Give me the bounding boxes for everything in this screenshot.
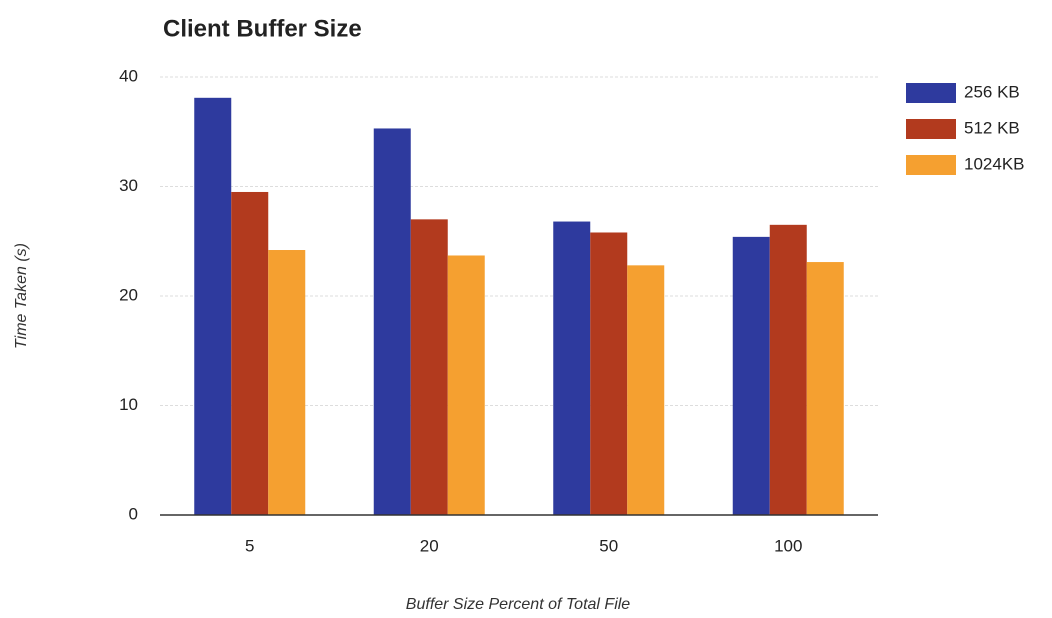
bar [194,97,232,516]
bar [806,262,844,515]
bar [373,128,411,515]
bar [769,224,807,515]
x-tick-label: 50 [599,536,618,555]
bar [268,250,306,515]
x-tick-label: 5 [245,536,254,555]
bar [732,236,770,515]
legend-swatch [906,83,956,103]
y-tick-label: 40 [119,66,138,85]
y-tick-label: 10 [119,395,138,414]
legend-swatch [906,155,956,175]
y-axis-label: Time Taken (s) [13,243,30,349]
x-axis-label: Buffer Size Percent of Total File [406,596,631,613]
bar [553,221,591,516]
bar [231,191,269,515]
x-tick-label: 100 [774,536,802,555]
y-tick-label: 30 [119,176,138,195]
chart-title: Client Buffer Size [163,15,362,42]
bar [590,232,628,516]
bar [447,255,485,516]
bar [410,219,448,515]
legend-swatch [906,119,956,139]
legend-label: 512 KB [964,118,1020,137]
bar [627,265,665,515]
legend-label: 256 KB [964,82,1020,101]
y-tick-label: 20 [119,285,138,304]
x-tick-label: 20 [420,536,439,555]
y-tick-label: 0 [129,504,138,523]
legend-label: 1024KB [964,154,1025,173]
